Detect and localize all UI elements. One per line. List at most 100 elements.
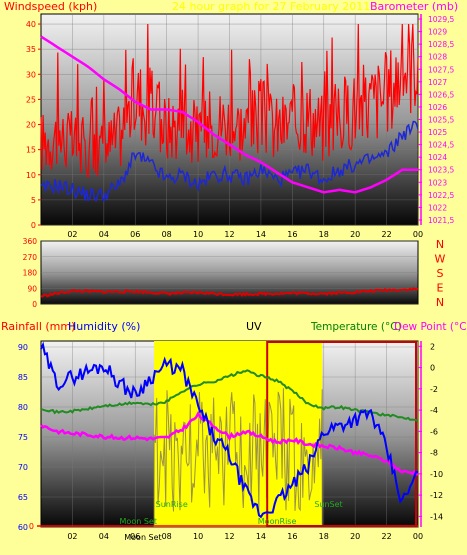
panel1-axes: 05101520253035401021,510221022,510231023… — [26, 14, 454, 239]
time-tick-label: 14 — [256, 532, 266, 541]
time-tick-label: 06 — [130, 532, 140, 541]
wind-avg-line — [40, 120, 419, 203]
wind-tick-label: 0 — [31, 221, 36, 230]
wind-tick-label: 30 — [26, 70, 36, 79]
wind-tick-label: 35 — [26, 45, 36, 54]
compass-label: E — [437, 282, 444, 295]
humidity-tick-label: 85 — [18, 373, 28, 382]
highlight-box — [266, 341, 418, 527]
time-tick-label: 20 — [350, 532, 360, 541]
humidity-tick-label: 80 — [18, 403, 28, 412]
rainfall-axis-label: Rainfall (mm) — [1, 320, 75, 333]
baro-tick-label: 1027 — [428, 78, 447, 87]
compass-label: N — [436, 296, 444, 309]
time-tick-label: 18 — [319, 230, 329, 239]
time-tick-label: 10 — [193, 532, 203, 541]
dewpoint-line — [40, 411, 419, 476]
sunset-label: SunSet — [314, 500, 342, 509]
temp-tick-label: -8 — [430, 449, 438, 458]
direction-tick-label: 180 — [23, 269, 38, 278]
wind-tick-label: 5 — [31, 196, 36, 205]
temp-tick-label: -10 — [430, 470, 443, 479]
moonrise-label: MoonRise — [258, 517, 297, 526]
temp-tick-label: -14 — [430, 512, 443, 521]
humidity-tick-label: 70 — [18, 463, 28, 472]
baro-tick-label: 1025 — [428, 128, 447, 137]
temp-tick-label: 0 — [430, 364, 435, 373]
time-tick-label: 16 — [287, 532, 297, 541]
direction-tick-label: 270 — [23, 253, 38, 262]
time-tick-label: 08 — [162, 230, 172, 239]
baro-tick-label: 1022 — [428, 203, 447, 212]
direction-tick-label: 0 — [32, 300, 37, 309]
dewpoint-axis-label: Dew Point (°C) — [394, 321, 467, 333]
wind-direction-line — [40, 287, 419, 298]
baro-tick-label: 1029 — [428, 28, 447, 37]
wind-tick-label: 25 — [26, 95, 36, 104]
humidity-axis-label: Humidity (%) — [68, 320, 140, 333]
time-tick-label: 10 — [193, 230, 203, 239]
temperature-line — [40, 369, 419, 422]
temp-tick-label: -12 — [430, 491, 443, 500]
wind-tick-label: 10 — [26, 171, 36, 180]
moonset-time-label: Moon Set — [124, 533, 161, 542]
wind-tick-label: 40 — [26, 20, 36, 29]
panel1-series — [40, 23, 419, 203]
time-tick-label: 22 — [381, 532, 391, 541]
time-tick-label: 00 — [413, 532, 423, 541]
time-tick-label: 16 — [287, 230, 297, 239]
humidity-line — [40, 341, 419, 519]
compass-label: W — [435, 253, 446, 266]
time-tick-label: 04 — [99, 532, 109, 541]
panel2-gridlines — [41, 240, 418, 305]
moonset-label: Moon Set — [120, 517, 157, 526]
time-tick-label: 00 — [413, 230, 423, 239]
wind-tick-label: 15 — [26, 146, 36, 155]
panel1-title: 24 hour graph for 27 February 2011 — [172, 0, 370, 13]
barometer-line — [40, 35, 418, 194]
humidity-tick-label: 90 — [18, 343, 28, 352]
baro-tick-label: 1026,5 — [428, 90, 454, 99]
humidity-tick-label: 60 — [18, 523, 28, 532]
time-tick-label: 18 — [319, 532, 329, 541]
wind-pressure-panel: 05101520253035401021,510221022,510231023… — [4, 0, 458, 239]
time-tick-label: 14 — [256, 230, 266, 239]
baro-tick-label: 1024 — [428, 153, 447, 162]
temp-tick-label: 2 — [430, 342, 435, 351]
baro-tick-label: 1026 — [428, 103, 447, 112]
baro-tick-label: 1028 — [428, 53, 447, 62]
temp-tick-label: -2 — [430, 385, 438, 394]
baro-tick-label: 1023,5 — [428, 166, 454, 175]
sunrise-label: SunRise — [156, 500, 188, 509]
time-tick-label: 12 — [224, 230, 234, 239]
compass-label: N — [436, 238, 444, 251]
temperature-axis-label: Temperature (°C) — [310, 321, 402, 333]
baro-tick-label: 1023 — [428, 178, 447, 187]
compass-label: S — [437, 267, 444, 280]
baro-tick-label: 1027,5 — [428, 65, 454, 74]
direction-tick-label: 360 — [23, 237, 38, 246]
baro-tick-label: 1021,5 — [428, 216, 454, 225]
humidity-tick-label: 65 — [18, 493, 28, 502]
rain-tick-label: 0 — [29, 522, 34, 531]
windspeed-axis-label: Windspeed (kph) — [4, 0, 97, 13]
time-tick-label: 06 — [130, 230, 140, 239]
time-tick-label: 08 — [162, 532, 172, 541]
time-tick-label: 02 — [67, 532, 77, 541]
uv-axis-label: UV — [246, 320, 262, 333]
time-tick-label: 22 — [381, 230, 391, 239]
panel3-series — [37, 341, 419, 527]
time-tick-label: 20 — [350, 230, 360, 239]
panel2-series — [40, 287, 419, 298]
direction-tick-label: 90 — [27, 284, 37, 293]
wind-tick-label: 20 — [26, 121, 36, 130]
baro-tick-label: 1028,5 — [428, 40, 454, 49]
baro-tick-label: 1025,5 — [428, 116, 454, 125]
time-tick-label: 12 — [224, 532, 234, 541]
baro-tick-label: 1022,5 — [428, 191, 454, 200]
